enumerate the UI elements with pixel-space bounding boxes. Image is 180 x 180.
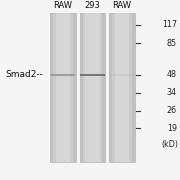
Bar bbox=[56, 13, 70, 162]
Text: 48: 48 bbox=[167, 70, 177, 79]
Bar bbox=[73, 13, 76, 162]
Bar bbox=[80, 13, 83, 162]
Text: 117: 117 bbox=[162, 20, 177, 29]
Bar bbox=[109, 13, 135, 162]
Bar bbox=[80, 13, 105, 162]
Bar bbox=[51, 74, 75, 76]
Bar bbox=[109, 74, 134, 76]
Bar bbox=[109, 13, 112, 162]
Text: 19: 19 bbox=[167, 124, 177, 133]
Text: 85: 85 bbox=[167, 39, 177, 48]
Text: Smad2--: Smad2-- bbox=[5, 70, 43, 79]
Text: RAW: RAW bbox=[112, 1, 131, 10]
Text: RAW: RAW bbox=[54, 1, 73, 10]
Bar bbox=[132, 13, 135, 162]
Bar bbox=[50, 13, 76, 162]
Text: 34: 34 bbox=[167, 88, 177, 97]
Bar bbox=[102, 13, 105, 162]
Bar bbox=[80, 74, 105, 76]
Bar bbox=[50, 13, 53, 162]
Text: (kD): (kD) bbox=[161, 140, 178, 149]
Bar bbox=[85, 13, 100, 162]
Text: 293: 293 bbox=[84, 1, 100, 10]
Text: 26: 26 bbox=[167, 106, 177, 115]
Bar bbox=[115, 13, 129, 162]
